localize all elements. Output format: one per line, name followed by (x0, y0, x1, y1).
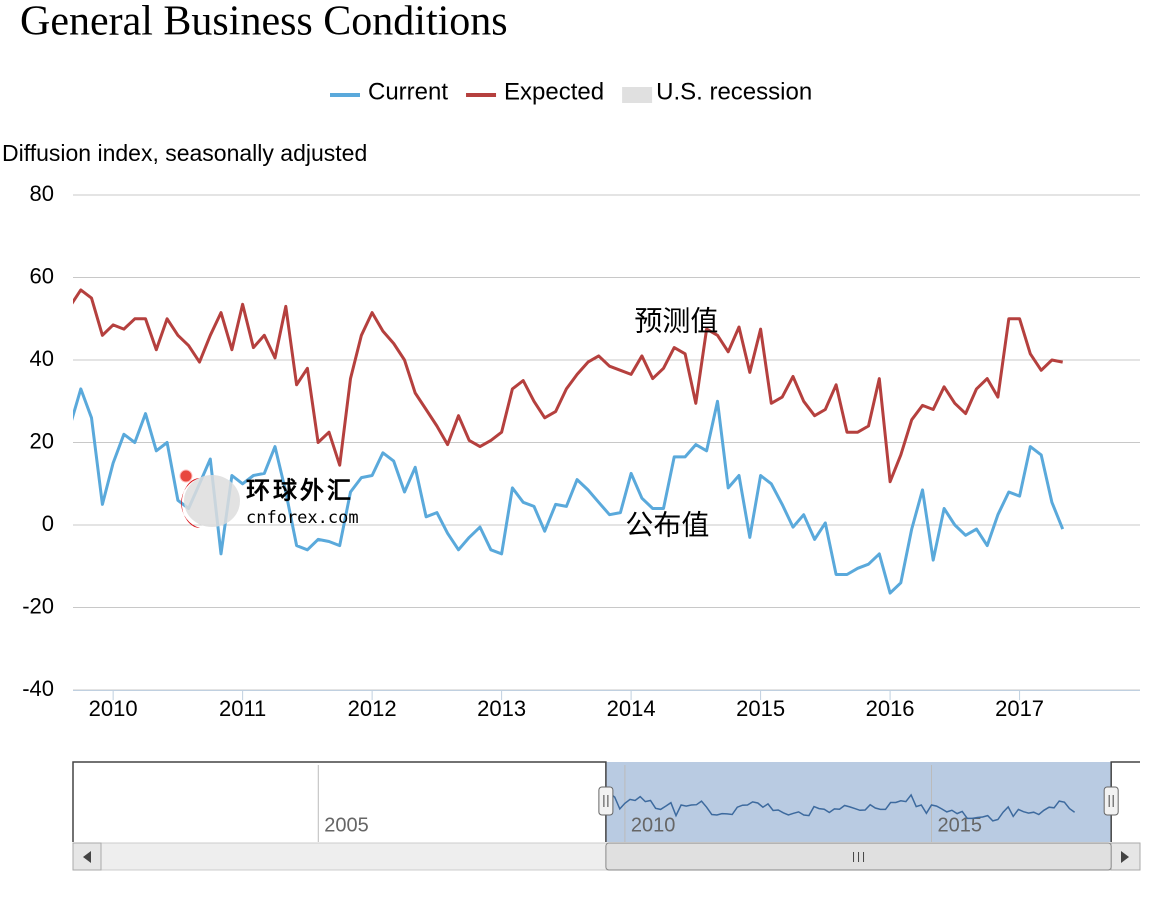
logo-dot (179, 469, 193, 483)
y-tick-label: -20 (22, 593, 54, 618)
logo-globe (184, 475, 240, 527)
y-tick-label: 20 (30, 428, 54, 453)
x-tick-label: 2011 (219, 696, 266, 721)
handle-grip (1108, 795, 1114, 807)
x-tick-label: 2015 (736, 696, 785, 721)
y-tick-label: 60 (30, 263, 54, 288)
x-tick-label: 2013 (477, 696, 526, 721)
navigator-handle[interactable] (598, 786, 614, 816)
navigator-tick-label: 2015 (938, 814, 983, 836)
series-line (73, 288, 1063, 484)
watermark-url: cnforex.com (246, 508, 359, 528)
navigator-line (603, 792, 1076, 822)
navigator-tick-label: 2005 (324, 814, 369, 836)
navigator-handle[interactable] (1103, 786, 1119, 816)
navigator-selection (605, 762, 1112, 842)
watermark: 环球外汇 cnforex.com (179, 469, 359, 528)
y-tick-label: -40 (22, 676, 54, 701)
y-axis-label: Diffusion index, seasonally adjusted (2, 140, 367, 166)
y-tick-label: 40 (30, 346, 54, 371)
x-tick-label: 2016 (866, 696, 915, 721)
scroll-right-button[interactable] (1110, 842, 1141, 871)
y-tick-label: 80 (30, 181, 54, 206)
y-tick-label: 0 (42, 511, 54, 536)
legend-label: Expected (504, 78, 604, 105)
thumb-grip (853, 852, 865, 862)
x-tick-label: 2017 (995, 696, 1044, 721)
arrow (83, 851, 91, 863)
handle-grip (603, 795, 609, 807)
arrow (1121, 851, 1129, 863)
x-tick-label: 2010 (89, 696, 138, 721)
legend-label: Current (368, 78, 448, 105)
annotation: 公布值 (625, 509, 709, 540)
series-line (73, 387, 1065, 595)
navigator-tick-label: 2010 (631, 814, 676, 836)
x-tick-label: 2014 (607, 696, 656, 721)
legend-label: U.S. recession (656, 78, 812, 105)
chart-title: General Business Conditions (20, 0, 508, 45)
x-tick-label: 2012 (348, 696, 397, 721)
legend-swatch (622, 87, 653, 103)
watermark-name: 环球外汇 (246, 476, 354, 505)
annotation: 预测值 (634, 305, 718, 336)
